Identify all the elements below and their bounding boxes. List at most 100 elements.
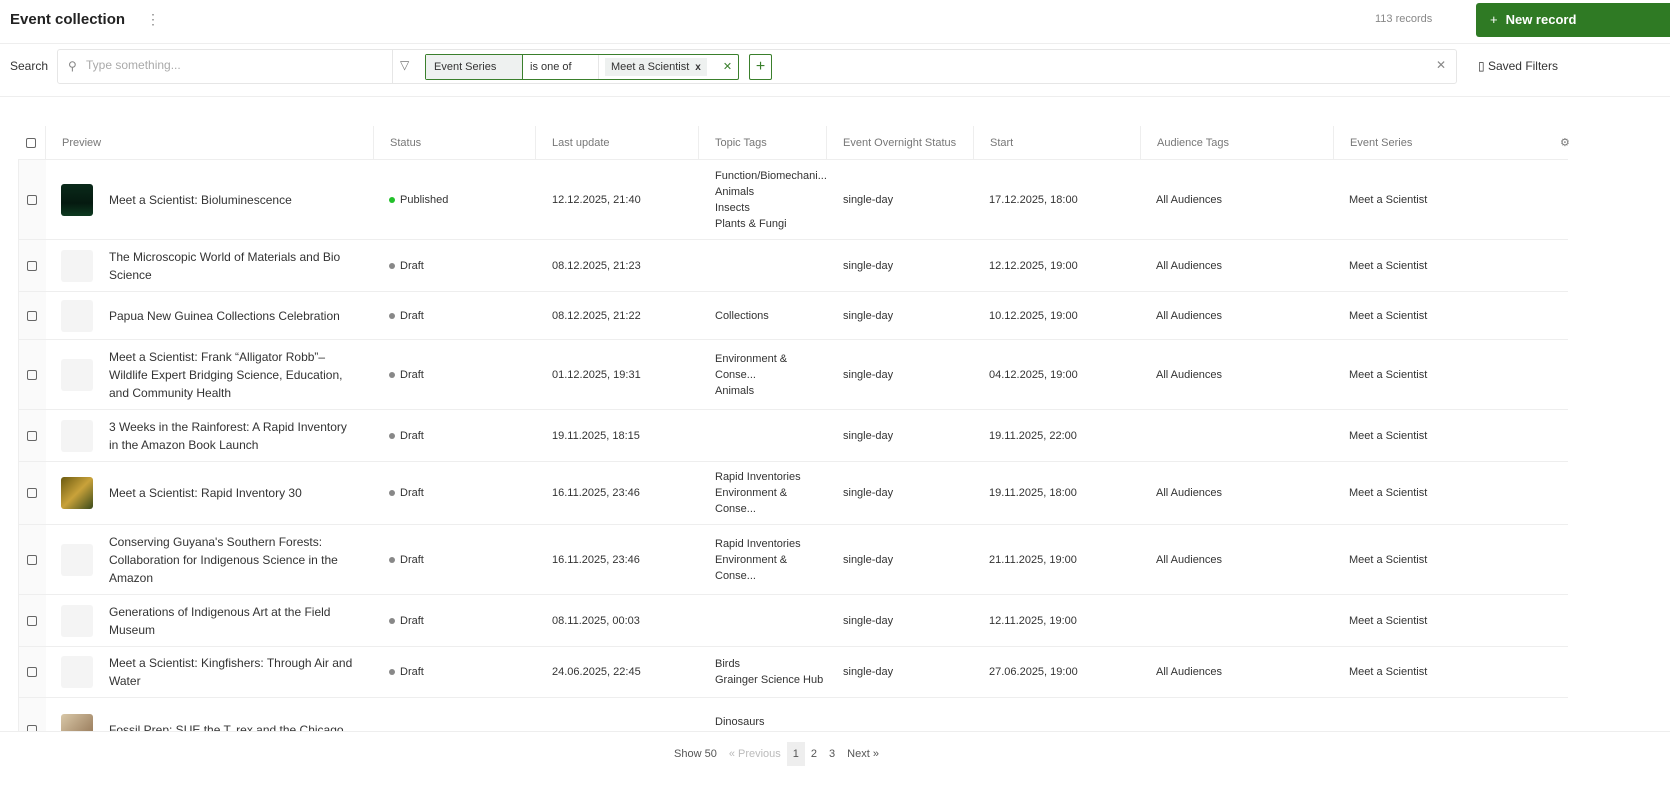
row-checkbox[interactable] xyxy=(27,430,37,441)
audience-tags: All Audiences xyxy=(1156,193,1223,206)
row-checkbox[interactable] xyxy=(27,194,37,205)
filter-value: Meet a Scientist x xyxy=(605,58,707,76)
row-checkbox[interactable] xyxy=(27,615,37,626)
event-series: Meet a Scientist xyxy=(1349,487,1428,499)
column-header[interactable]: Audience Tags xyxy=(1140,126,1229,159)
overnight-status: single-day xyxy=(843,666,894,678)
records-table: Preview Status Last update Topic Tags Event … xyxy=(18,126,1570,762)
page-3[interactable]: 3 xyxy=(829,748,836,760)
row-checkbox[interactable] xyxy=(27,310,37,321)
saved-filters-button[interactable]: ▯ Saved Filters xyxy=(1478,59,1558,73)
status-badge: Draft xyxy=(389,525,424,594)
table-row[interactable]: 3 Weeks in the Rainforest: A Rapid Inven… xyxy=(18,410,1568,462)
start-date: 04.12.2025, 19:00 xyxy=(989,368,1078,381)
topic-tags: Collections xyxy=(715,309,769,322)
start-date: 17.12.2025, 18:00 xyxy=(989,193,1078,206)
settings-icon[interactable]: ⚙ xyxy=(1560,137,1570,149)
pagination: Show 50 « Previous 1 2 3 Next » xyxy=(0,731,1670,802)
table-row[interactable]: Papua New Guinea Collections Celebration… xyxy=(18,292,1568,340)
topic-tags: Rapid Inventories Environment & Conse... xyxy=(715,471,801,515)
audience-tags: All Audiences xyxy=(1156,368,1223,381)
last-update: 24.06.2025, 22:45 xyxy=(552,666,641,678)
table-row[interactable]: Meet a Scientist: Frank “Alligator Robb”… xyxy=(18,340,1568,410)
column-header[interactable]: Start xyxy=(973,126,1013,159)
event-series: Meet a Scientist xyxy=(1349,309,1428,322)
bookmark-icon: ▯ xyxy=(1478,59,1485,73)
filter-operator[interactable]: is one of xyxy=(523,55,599,79)
overnight-status: single-day xyxy=(843,259,894,272)
overnight-status: single-day xyxy=(843,553,894,566)
header: Event collection ⋮ 113 records + New reco… xyxy=(0,0,1670,44)
status-badge: Draft xyxy=(389,240,424,291)
record-count: 113 records xyxy=(1375,13,1433,25)
start-date: 10.12.2025, 19:00 xyxy=(989,309,1078,322)
search-icon: ⚲ xyxy=(68,59,77,73)
more-options-icon[interactable]: ⋮ xyxy=(146,11,160,27)
column-header[interactable]: Topic Tags xyxy=(698,126,767,159)
record-name[interactable]: Meet a Scientist: Bioluminescence xyxy=(109,192,292,207)
page-size-select[interactable]: Show 50 xyxy=(674,748,717,760)
start-date: 19.11.2025, 22:00 xyxy=(989,429,1077,442)
table-row[interactable]: Meet a Scientist: Kingfishers: Through A… xyxy=(18,647,1568,698)
record-name[interactable]: Meet a Scientist: Rapid Inventory 30 xyxy=(109,486,302,500)
audience-tags: All Audiences xyxy=(1156,666,1223,678)
row-checkbox[interactable] xyxy=(27,488,37,498)
record-name[interactable]: Papua New Guinea Collections Celebration xyxy=(109,308,340,323)
topic-tags: Rapid Inventories Environment & Conse... xyxy=(715,537,801,582)
column-header[interactable]: Event Series xyxy=(1333,126,1412,159)
status-badge: Draft xyxy=(389,410,424,461)
preview-thumbnail xyxy=(61,358,93,391)
overnight-status: single-day xyxy=(843,193,894,206)
column-header[interactable]: Event Overnight Status xyxy=(826,126,956,159)
table-row[interactable]: The Microscopic World of Materials and B… xyxy=(18,240,1568,292)
row-checkbox[interactable] xyxy=(27,554,37,565)
status-badge: Draft xyxy=(389,462,424,524)
table-row[interactable]: Generations of Indigenous Art at the Fie… xyxy=(18,595,1568,647)
overnight-status: single-day xyxy=(843,309,894,322)
preview-thumbnail xyxy=(61,183,93,216)
page-title: Event collection xyxy=(10,11,126,28)
select-all-checkbox[interactable] xyxy=(26,137,36,148)
record-name[interactable]: 3 Weeks in the Rainforest: A Rapid Inven… xyxy=(109,419,347,452)
table-row[interactable]: Meet a Scientist: Rapid Inventory 30 Dra… xyxy=(18,462,1568,525)
remove-filter-icon[interactable]: ✕ xyxy=(722,61,733,73)
next-page[interactable]: Next » xyxy=(847,748,879,760)
add-filter-button[interactable]: + xyxy=(749,54,772,80)
status-badge: Draft xyxy=(389,647,424,697)
previous-page[interactable]: « Previous xyxy=(728,748,781,760)
audience-tags: All Audiences xyxy=(1156,259,1223,272)
record-name[interactable]: Generations of Indigenous Art at the Fie… xyxy=(109,604,331,637)
row-checkbox[interactable] xyxy=(27,667,37,677)
remove-value-icon[interactable]: x xyxy=(695,62,701,73)
column-header[interactable]: Last update xyxy=(535,126,610,159)
row-checkbox[interactable] xyxy=(27,369,37,380)
status-badge: Draft xyxy=(389,595,424,646)
event-series: Meet a Scientist xyxy=(1349,259,1428,272)
record-name[interactable]: The Microscopic World of Materials and B… xyxy=(109,249,341,282)
overnight-status: single-day xyxy=(843,368,894,381)
new-record-button[interactable]: + New record xyxy=(1476,3,1670,37)
preview-thumbnail xyxy=(61,299,93,332)
search-input[interactable] xyxy=(86,58,386,72)
last-update: 16.11.2025, 23:46 xyxy=(552,553,640,566)
topic-tags: Function/Biomechani... Animals Insects Plan… xyxy=(715,169,827,230)
filter-field[interactable]: Event Series xyxy=(426,55,523,79)
table-row[interactable]: Conserving Guyana's Southern Forests: Co… xyxy=(18,525,1568,595)
record-name[interactable]: Meet a Scientist: Kingfishers: Through A… xyxy=(109,656,353,688)
start-date: 27.06.2025, 19:00 xyxy=(989,666,1078,678)
page-2[interactable]: 2 xyxy=(810,748,818,760)
column-header[interactable]: Preview xyxy=(45,126,101,159)
clear-search-icon[interactable]: ✕ xyxy=(1436,58,1447,72)
filter-icon[interactable]: ▽ xyxy=(400,58,410,72)
page-1[interactable]: 1 xyxy=(786,742,805,766)
event-series: Meet a Scientist xyxy=(1349,193,1428,206)
last-update: 08.11.2025, 00:03 xyxy=(552,614,640,627)
filter-chip[interactable]: Event Series is one of Meet a Scientist x… xyxy=(425,54,739,80)
record-name[interactable]: Meet a Scientist: Frank “Alligator Robb”… xyxy=(109,349,343,400)
column-header[interactable]: Status xyxy=(373,126,421,159)
record-name[interactable]: Conserving Guyana's Southern Forests: Co… xyxy=(109,534,338,585)
overnight-status: single-day xyxy=(843,614,894,627)
row-checkbox[interactable] xyxy=(27,260,37,271)
last-update: 12.12.2025, 21:40 xyxy=(552,193,641,206)
table-row[interactable]: Meet a Scientist: Bioluminescence Publis… xyxy=(18,160,1568,240)
